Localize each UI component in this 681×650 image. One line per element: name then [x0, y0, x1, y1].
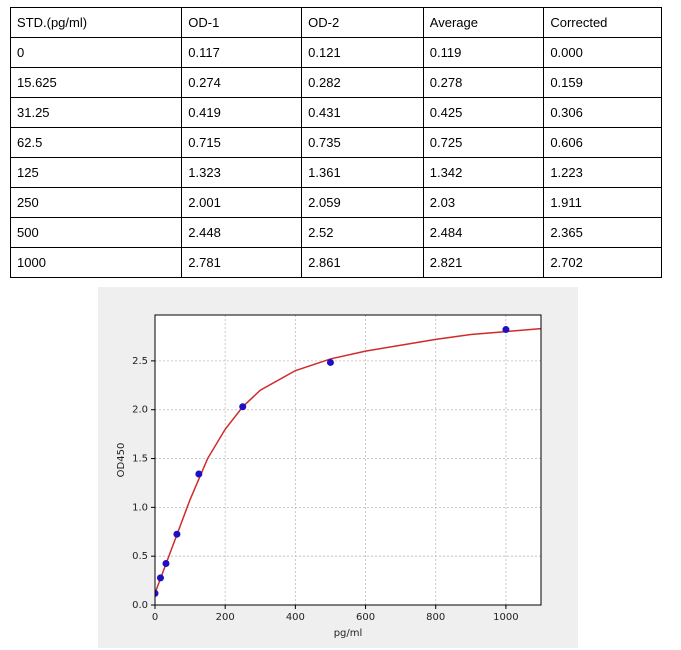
- table-cell: Corrected: [543, 7, 662, 38]
- table-cell: 0.278: [422, 67, 545, 98]
- table-cell: 2.001: [181, 187, 303, 218]
- data-table: STD.(pg/ml) OD-1 OD-2 Average Corrected 0 0.11…: [9, 7, 662, 278]
- table-row: 250 2.001 2.059 2.03 1.911: [9, 187, 662, 218]
- table-cell: 0.000: [543, 37, 662, 68]
- table-cell: 2.52: [301, 217, 424, 248]
- table-row: 31.25 0.419 0.431 0.425 0.306: [9, 97, 662, 128]
- table-cell: 1.223: [543, 157, 662, 188]
- table-cell: OD-2: [301, 7, 424, 38]
- table-cell: 0.119: [422, 37, 545, 68]
- plot-frame: [154, 314, 542, 606]
- table-cell: 0.121: [301, 37, 424, 68]
- table-row: 125 1.323 1.361 1.342 1.223: [9, 157, 662, 188]
- y-tick-label: 2.0: [132, 405, 148, 416]
- table-cell: 125: [9, 157, 183, 188]
- header-row: STD.(pg/ml) OD-1 OD-2 Average Corrected: [9, 7, 662, 38]
- x-tick-label: 200: [216, 612, 235, 623]
- table-cell: 0.715: [181, 127, 303, 158]
- table-cell: 2.702: [543, 247, 662, 278]
- table-row: 0 0.117 0.121 0.119 0.000: [9, 37, 662, 68]
- table-cell: 62.5: [9, 127, 183, 158]
- table-cell: 1.911: [543, 187, 662, 218]
- table-cell: 2.484: [422, 217, 545, 248]
- y-axis-label: OD450: [116, 443, 127, 478]
- table-cell: 2.448: [181, 217, 303, 248]
- y-tick-label: 1.0: [132, 502, 148, 513]
- x-tick-label: 600: [356, 612, 375, 623]
- table-cell: 2.821: [422, 247, 545, 278]
- data-point: [156, 574, 164, 582]
- table-cell: 250: [9, 187, 183, 218]
- table-row: 500 2.448 2.52 2.484 2.365: [9, 217, 662, 248]
- table-cell: 2.861: [301, 247, 424, 278]
- table-cell: 1.323: [181, 157, 303, 188]
- y-tick-label: 1.5: [132, 454, 148, 465]
- x-tick-label: 0: [152, 612, 158, 623]
- table-cell: 0.606: [543, 127, 662, 158]
- x-tick-label: 1000: [493, 612, 518, 623]
- table-cell: 0.282: [301, 67, 424, 98]
- table-cell: 500: [9, 217, 183, 248]
- table-cell: 2.03: [422, 187, 545, 218]
- table-cell: 2.059: [301, 187, 424, 218]
- table-cell: 0.306: [543, 97, 662, 128]
- y-tick-label: 0.0: [132, 600, 148, 611]
- table-cell: 1.342: [422, 157, 545, 188]
- table-cell: 1.361: [301, 157, 424, 188]
- table-cell: 0.425: [422, 97, 545, 128]
- table-cell: 0.419: [181, 97, 303, 128]
- table-row: 15.625 0.274 0.282 0.278 0.159: [9, 67, 662, 98]
- table-cell: 2.781: [181, 247, 303, 278]
- y-tick-label: 2.5: [132, 356, 148, 367]
- table-cell: 0.725: [422, 127, 545, 158]
- data-point: [173, 530, 181, 538]
- table-cell: 0.159: [543, 67, 662, 98]
- fit-curve: [155, 327, 541, 594]
- plot-area: [155, 315, 541, 605]
- data-point: [155, 589, 159, 597]
- table-cell: OD-1: [181, 7, 303, 38]
- table-row: 1000 2.781 2.861 2.821 2.702: [9, 247, 662, 278]
- table-cell: 0.431: [301, 97, 424, 128]
- table-cell: Average: [422, 7, 545, 38]
- data-point: [502, 326, 510, 334]
- data-point: [162, 560, 170, 568]
- table-cell: STD.(pg/ml): [9, 7, 183, 38]
- table-row: 62.5 0.715 0.735 0.725 0.606: [9, 127, 662, 158]
- data-point: [239, 403, 247, 411]
- data-point: [195, 470, 203, 478]
- table-cell: 0.735: [301, 127, 424, 158]
- y-tick-label: 0.5: [132, 551, 148, 562]
- table-cell: 1000: [9, 247, 183, 278]
- table-cell: 15.625: [9, 67, 183, 98]
- table-cell: 0.117: [181, 37, 303, 68]
- data-point: [326, 358, 334, 366]
- table-cell: 31.25: [9, 97, 183, 128]
- x-axis-label: pg/ml: [334, 628, 363, 639]
- table-cell: 0.274: [181, 67, 303, 98]
- x-tick-label: 400: [286, 612, 305, 623]
- x-tick-label: 800: [426, 612, 445, 623]
- table-cell: 2.365: [543, 217, 662, 248]
- table-cell: 0: [9, 37, 183, 68]
